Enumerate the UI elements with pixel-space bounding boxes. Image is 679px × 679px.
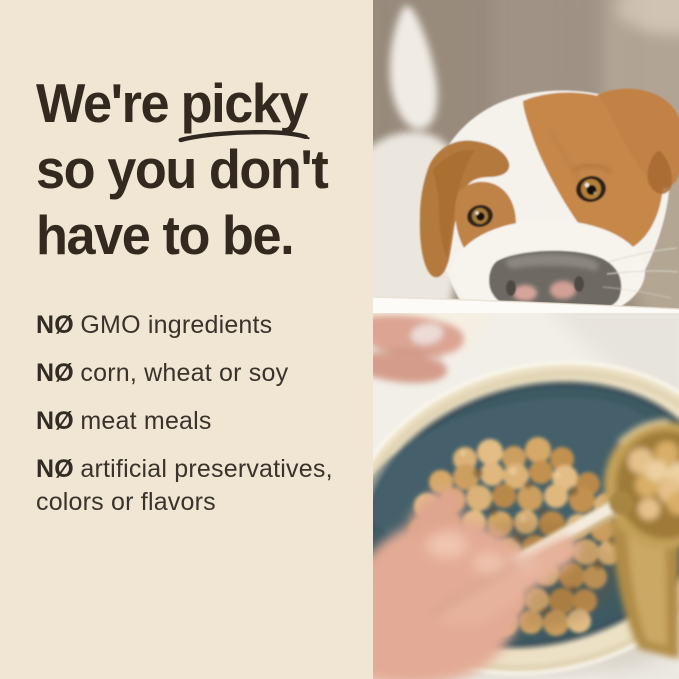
no-symbol: NØ (36, 455, 74, 483)
headline-line2: so you don't (36, 138, 329, 200)
list-item: NØ GMO ingredients (36, 309, 341, 342)
dog-whiskers (602, 247, 679, 299)
claim-text: GMO ingredients (80, 311, 273, 339)
dog-left-eye (467, 204, 493, 228)
kibble-in-scoop (628, 441, 679, 520)
text-panel: We're picky so you don't have to be. NØ GM… (36, 70, 341, 534)
no-symbol: NØ (36, 407, 74, 435)
claim-text: artificial preservatives, colors or flav… (36, 455, 333, 516)
headline: We're picky so you don't have to be. (36, 70, 329, 268)
dog-head (419, 88, 679, 313)
headline-emphasis-wrap: picky (178, 70, 310, 143)
dog-right-ear-fold (647, 151, 672, 195)
no-symbol: NØ (36, 311, 74, 339)
table-edge (373, 296, 679, 313)
gold-scoop (604, 418, 679, 659)
list-item: NØ artificial preservatives, colors or fl… (36, 453, 341, 519)
headline-emphasis-word: picky (180, 72, 309, 134)
list-item: NØ meat meals (36, 405, 341, 438)
headline-line1-prefix: We're (36, 72, 170, 134)
headline-line3: have to be. (36, 204, 295, 266)
photo-column (373, 0, 679, 679)
dog-right-eye (576, 175, 606, 203)
bowl-photo (373, 313, 679, 679)
fingers-on-bowl-rim (373, 315, 464, 383)
claim-text: meat meals (80, 407, 212, 435)
thumbnail (410, 322, 444, 346)
hand-drawn-underline (178, 129, 310, 143)
list-item: NØ corn, wheat or soy (36, 357, 341, 390)
no-symbol: NØ (36, 359, 74, 387)
claim-text: corn, wheat or soy (80, 359, 289, 387)
hand-holding-scoop (373, 487, 580, 679)
no-claims-list: NØ GMO ingredients NØ corn, wheat or soy N… (36, 309, 341, 534)
dog-photo (373, 0, 679, 313)
dog-nose (489, 250, 622, 313)
